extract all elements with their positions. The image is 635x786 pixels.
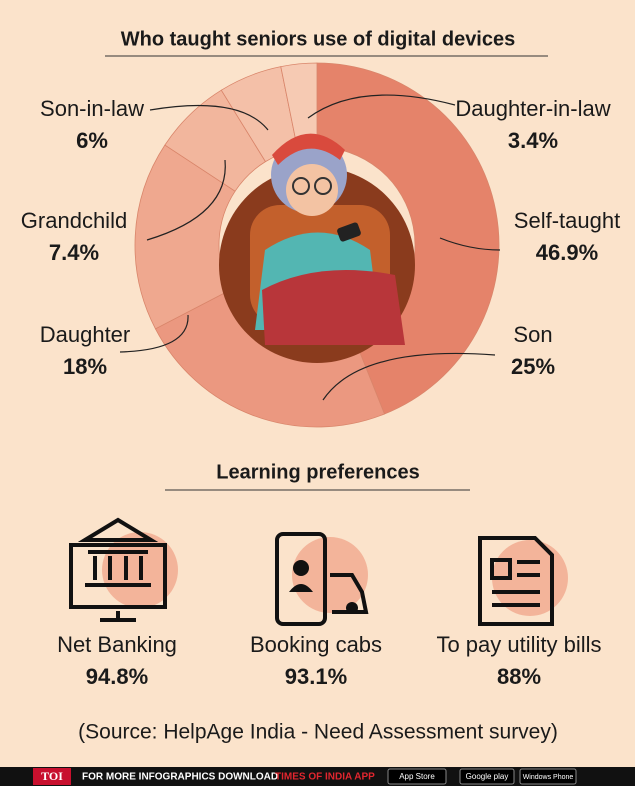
badge[interactable]: Google play xyxy=(466,772,509,781)
slice-label: Son xyxy=(513,322,552,347)
badge-box[interactable] xyxy=(459,768,515,785)
arrows xyxy=(119,94,501,401)
slice-value: 3.4% xyxy=(508,128,558,153)
icon-cab xyxy=(275,532,369,626)
labels: Self-taught 46.9% Son 25% Daughter 18% Grandch… xyxy=(21,96,620,379)
slice-label: Daughter-in-law xyxy=(455,96,610,121)
section-title: Learning preferences xyxy=(216,461,419,483)
badge-box[interactable] xyxy=(387,768,447,785)
slice-label: Self-taught xyxy=(514,208,620,233)
badge[interactable]: App Store xyxy=(399,772,435,781)
preferences: Net Banking 94.8% Booking cabs 93.1% To pay … xyxy=(57,632,601,689)
donut xyxy=(134,62,500,428)
footer-text: FOR MORE INFOGRAPHICS DOWNLOAD xyxy=(82,772,278,783)
slice-value: 6% xyxy=(76,128,108,153)
slice-label: Grandchild xyxy=(21,208,127,233)
slice-label: Son-in-law xyxy=(40,96,144,121)
preference-value: 94.8% xyxy=(86,664,148,689)
illustration xyxy=(219,133,415,363)
source: (Source: HelpAge India - Need Assessment… xyxy=(78,721,558,744)
slice-value: 7.4% xyxy=(49,240,99,265)
donut-slice xyxy=(316,62,500,415)
preference-label: To pay utility bills xyxy=(436,632,601,657)
chart-title: Who taught seniors use of digital device… xyxy=(121,28,516,50)
icon-bill xyxy=(478,536,568,626)
slice-value: 18% xyxy=(63,354,107,379)
preference-value: 93.1% xyxy=(285,664,347,689)
brand-box xyxy=(33,768,71,785)
brand: TOI xyxy=(41,769,63,783)
preference-label: Booking cabs xyxy=(250,632,382,657)
icon-bank xyxy=(69,517,178,622)
preference-label: Net Banking xyxy=(57,632,177,657)
badge-box[interactable] xyxy=(519,768,577,785)
slice-value: 25% xyxy=(511,354,555,379)
preference-value: 88% xyxy=(497,664,541,689)
slice-label: Daughter xyxy=(40,322,131,347)
footer-app: TIMES OF INDIA APP xyxy=(275,772,375,783)
badge[interactable]: Windows Phone xyxy=(523,774,574,781)
slice-value: 46.9% xyxy=(536,240,598,265)
